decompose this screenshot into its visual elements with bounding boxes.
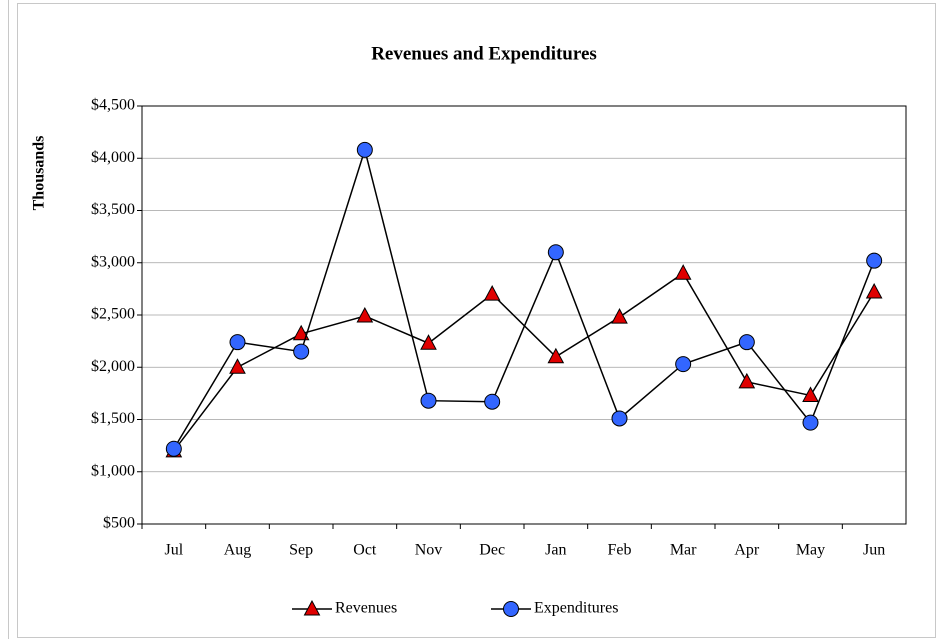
data-point [229, 358, 246, 374]
y-tick-label: $4,500 [91, 97, 135, 114]
data-point [865, 282, 883, 299]
x-tick-label: May [796, 542, 825, 559]
x-tick-label: Oct [353, 542, 377, 559]
x-tick-label: Aug [224, 542, 252, 559]
data-point [547, 244, 564, 261]
legend-label: Expenditures [534, 600, 618, 617]
chart-title: Revenues and Expenditures [371, 43, 597, 64]
y-tick-label: $3,500 [91, 201, 135, 218]
y-tick-label: $3,000 [91, 253, 135, 270]
data-point [802, 386, 819, 402]
chart-frame [17, 3, 936, 638]
data-point [738, 334, 755, 351]
data-point [738, 372, 756, 389]
y-axis-label: Thousands [31, 136, 48, 211]
data-point [292, 324, 310, 341]
x-tick-label: Jun [863, 542, 885, 559]
y-tick-label: $4,000 [91, 149, 135, 166]
data-point [229, 334, 246, 351]
data-point [293, 343, 310, 360]
data-point [547, 347, 565, 364]
x-tick-label: Jul [164, 542, 183, 559]
data-point [484, 393, 501, 410]
x-tick-label: Sep [289, 542, 313, 559]
x-tick-label: Nov [415, 542, 443, 559]
data-point [420, 392, 437, 409]
data-point [483, 285, 501, 301]
x-tick-label: Dec [479, 542, 505, 559]
legend-label: Revenues [335, 600, 397, 617]
y-tick-label: $1,500 [91, 410, 135, 427]
data-point [674, 264, 692, 280]
legend-marker [303, 599, 321, 616]
data-point [356, 141, 373, 158]
data-point [611, 308, 628, 324]
y-tick-label: $500 [103, 515, 135, 532]
y-tick-label: $2,000 [91, 358, 135, 375]
data-point [356, 306, 374, 323]
y-tick-label: $2,500 [91, 306, 135, 323]
series-line [173, 147, 875, 450]
data-point [420, 334, 437, 350]
x-tick-label: Mar [670, 542, 697, 559]
y-tick-label: $1,000 [91, 462, 135, 479]
data-point [611, 410, 628, 427]
data-point [675, 356, 692, 373]
x-tick-label: Jan [545, 542, 566, 559]
x-tick-label: Apr [734, 542, 760, 559]
legend-marker [503, 601, 519, 617]
data-point [802, 414, 819, 431]
data-point [866, 252, 883, 269]
x-tick-label: Feb [608, 542, 632, 559]
data-point [165, 440, 182, 457]
